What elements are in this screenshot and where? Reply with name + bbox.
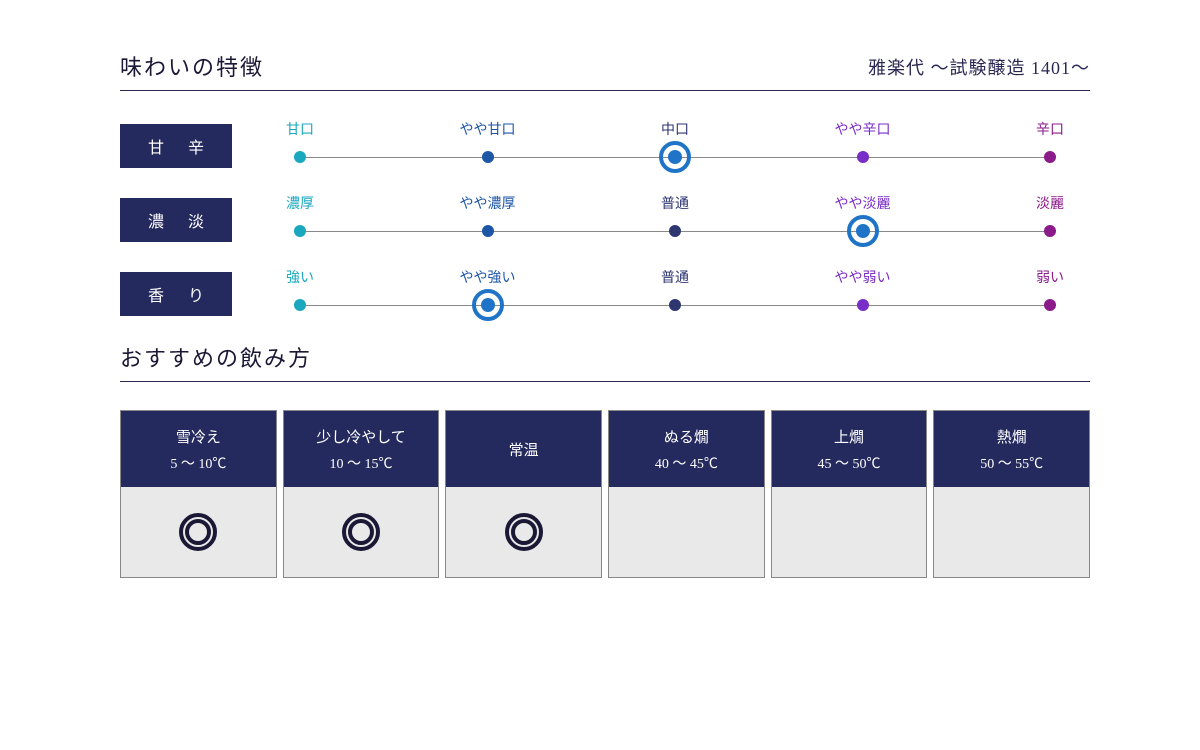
taste-row: 香 り 強い やや強い 普通 やや弱い 弱い <box>120 267 1090 321</box>
serving-column: 常温 <box>445 410 602 578</box>
selected-ring-inner <box>668 150 682 164</box>
taste-row: 濃 淡 濃厚 やや濃厚 普通 やや淡麗 淡麗 <box>120 193 1090 247</box>
taste-header: 味わいの特徴 雅楽代 〜試験醸造 1401〜 <box>120 50 1090 82</box>
scale-dot <box>482 225 494 237</box>
scale-point-label: やや弱い <box>823 267 903 287</box>
serving-column-body <box>772 487 927 577</box>
scale-point-label: 淡麗 <box>1010 193 1090 213</box>
serving-column-header: 雪冷え 5 〜 10℃ <box>121 411 276 487</box>
scale-dot <box>669 299 681 311</box>
serving-column-header: 少し冷やして 10 〜 15℃ <box>284 411 439 487</box>
serving-name: 常温 <box>509 439 539 460</box>
taste-row-label: 甘 辛 <box>120 124 232 168</box>
serving-name: 少し冷やして <box>316 426 406 447</box>
serving-column: ぬる燗 40 〜 45℃ <box>608 410 765 578</box>
scale-point-label: 強い <box>260 267 340 287</box>
scale-dot <box>482 151 494 163</box>
taste-scale: 濃厚 やや濃厚 普通 やや淡麗 淡麗 <box>260 193 1090 247</box>
scale-point-label: やや強い <box>448 267 528 287</box>
scale-dot <box>857 299 869 311</box>
serving-range: 5 〜 10℃ <box>170 453 226 473</box>
scale-point-label: 辛口 <box>1010 119 1090 139</box>
serving-range: 40 〜 45℃ <box>655 453 718 473</box>
serving-name: 上燗 <box>834 426 864 447</box>
recommended-mark-icon <box>179 513 217 551</box>
scale-point-label: 普通 <box>635 267 715 287</box>
selected-ring-inner <box>856 224 870 238</box>
serving-column: 雪冷え 5 〜 10℃ <box>120 410 277 578</box>
taste-scale: 甘口 やや甘口 中口 やや辛口 辛口 <box>260 119 1090 173</box>
divider <box>120 90 1090 91</box>
serving-column-body <box>121 487 276 577</box>
scale-point-label: やや淡麗 <box>823 193 903 213</box>
scale-point-label: 甘口 <box>260 119 340 139</box>
recommended-mark-icon <box>505 513 543 551</box>
serving-table: 雪冷え 5 〜 10℃ 少し冷やして 10 〜 15℃ 常温 ぬる燗 40 〜 45℃ 上燗 4… <box>120 410 1090 578</box>
serving-column-header: 常温 <box>446 411 601 487</box>
serving-column-header: 熱燗 50 〜 55℃ <box>934 411 1089 487</box>
serving-range: 10 〜 15℃ <box>330 453 393 473</box>
scale-point-label: やや濃厚 <box>448 193 528 213</box>
divider <box>120 381 1090 382</box>
serving-column: 上燗 45 〜 50℃ <box>771 410 928 578</box>
section-title-serving: おすすめの飲み方 <box>120 341 1090 373</box>
serving-name: 熱燗 <box>997 426 1027 447</box>
scale-point-label: 中口 <box>635 119 715 139</box>
product-subtitle: 雅楽代 〜試験醸造 1401〜 <box>868 54 1090 80</box>
serving-column: 熱燗 50 〜 55℃ <box>933 410 1090 578</box>
serving-column: 少し冷やして 10 〜 15℃ <box>283 410 440 578</box>
scale-dot <box>1044 299 1056 311</box>
serving-column-body <box>609 487 764 577</box>
taste-scale: 強い やや強い 普通 やや弱い 弱い <box>260 267 1090 321</box>
scale-point-label: 弱い <box>1010 267 1090 287</box>
scale-point-label: やや甘口 <box>448 119 528 139</box>
scale-point-label: 普通 <box>635 193 715 213</box>
scale-point-label: 濃厚 <box>260 193 340 213</box>
serving-range: 50 〜 55℃ <box>980 453 1043 473</box>
serving-name: 雪冷え <box>176 426 221 447</box>
serving-column-body <box>446 487 601 577</box>
taste-row-label: 香 り <box>120 272 232 316</box>
scale-dot <box>1044 151 1056 163</box>
serving-column-header: 上燗 45 〜 50℃ <box>772 411 927 487</box>
selected-ring-inner <box>481 298 495 312</box>
scale-point-label: やや辛口 <box>823 119 903 139</box>
scale-dot <box>294 225 306 237</box>
taste-row-label: 濃 淡 <box>120 198 232 242</box>
serving-column-body <box>284 487 439 577</box>
recommended-mark-icon <box>342 513 380 551</box>
scale-dot <box>857 151 869 163</box>
serving-column-header: ぬる燗 40 〜 45℃ <box>609 411 764 487</box>
serving-name: ぬる燗 <box>664 426 709 447</box>
scale-dot <box>294 151 306 163</box>
scale-dot <box>294 299 306 311</box>
scale-dot <box>1044 225 1056 237</box>
scale-dot <box>669 225 681 237</box>
serving-column-body <box>934 487 1089 577</box>
serving-range: 45 〜 50℃ <box>818 453 881 473</box>
taste-row: 甘 辛 甘口 やや甘口 中口 やや辛口 辛口 <box>120 119 1090 173</box>
taste-scales: 甘 辛甘口やや甘口中口やや辛口辛口濃 淡濃厚やや濃厚普通やや淡麗淡麗香 り強いや… <box>120 119 1090 321</box>
